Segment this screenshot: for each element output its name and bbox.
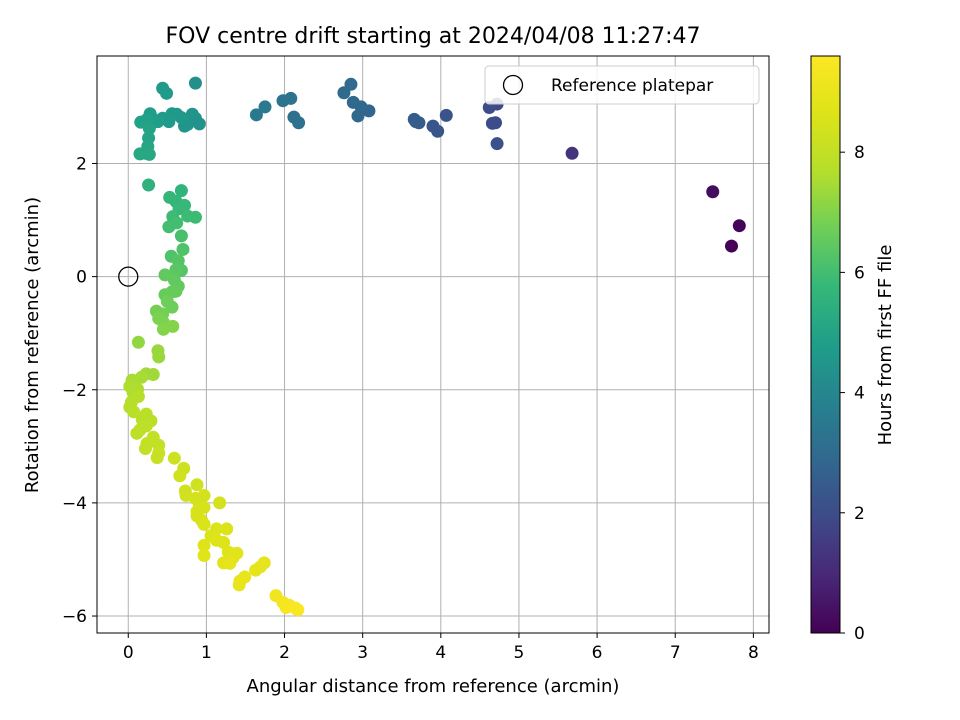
reference-platepar-point (118, 266, 139, 287)
scatter-point (249, 108, 263, 122)
x-tick-label: 5 (514, 643, 525, 663)
scatter-point (249, 563, 263, 577)
colorbar-tick-label: 8 (854, 143, 865, 163)
colorbar-ticks: 0 2 4 6 8 (840, 143, 865, 644)
scatter-point (291, 603, 305, 617)
scatter-point (287, 110, 301, 124)
scatter-point (169, 263, 183, 277)
scatter-point (276, 94, 290, 108)
scatter-point (181, 209, 195, 223)
chart-title: FOV centre drift starting at 2024/04/08 … (166, 24, 701, 49)
scatter-point (565, 146, 579, 160)
scatter-point (133, 147, 147, 161)
scatter-point (223, 556, 237, 570)
x-tick-label: 6 (592, 643, 603, 663)
y-tick-label: 0 (76, 268, 87, 288)
scatter-point (150, 451, 164, 465)
scatter-point (197, 549, 211, 563)
y-axis-ticks: −6 −4 −2 0 2 (62, 154, 97, 627)
scatter-point (439, 108, 453, 122)
scatter-point (142, 147, 156, 161)
scatter-point (173, 469, 187, 483)
scatter-point (188, 76, 202, 90)
scatter-point (160, 86, 174, 100)
scatter-point (174, 184, 188, 198)
scatter-point (412, 116, 426, 130)
scatter-point (732, 219, 746, 233)
y-axis-label: Rotation from reference (arcmin) (22, 197, 43, 493)
scatter-point (213, 496, 227, 510)
x-tick-label: 3 (357, 643, 368, 663)
scatter-point (130, 426, 144, 440)
plot-frame (96, 55, 770, 634)
scatter-point (431, 124, 445, 138)
x-tick-label: 8 (748, 643, 759, 663)
scatter-point (232, 578, 246, 592)
scatter-point (146, 367, 160, 381)
scatter-point (167, 451, 181, 465)
legend-box (484, 65, 760, 105)
scatter-point (127, 405, 141, 419)
y-tick-label: −2 (62, 381, 87, 401)
scatter-point (706, 185, 720, 199)
legend-marker-icon (502, 74, 524, 96)
scatter-point (185, 107, 199, 121)
colorbar-tick-label: 4 (854, 384, 865, 404)
scatter-point (156, 322, 170, 336)
scatter-point (162, 220, 176, 234)
legend: Reference platepar (484, 65, 760, 105)
scatter-point (724, 239, 738, 253)
scatter-point (220, 522, 234, 536)
x-tick-label: 0 (123, 643, 134, 663)
scatter-point (142, 121, 156, 135)
scatter-point (152, 350, 166, 364)
scatter-point (337, 86, 351, 100)
scatter-point (142, 178, 156, 192)
colorbar-tick-label: 6 (854, 263, 865, 283)
scatter-point (346, 95, 360, 109)
x-axis-ticks: 0 1 2 3 4 5 6 7 8 (123, 633, 759, 663)
colorbar: 0 2 4 6 8 Hours from first FF file (810, 55, 896, 644)
legend-label: Reference platepar (551, 76, 713, 96)
colorbar-gradient (810, 55, 841, 634)
scatter-point (190, 478, 204, 492)
x-tick-label: 7 (670, 643, 681, 663)
scatter-point (217, 535, 231, 549)
colorbar-tick-label: 0 (854, 624, 865, 644)
y-tick-label: 2 (76, 154, 87, 174)
scatter-point (138, 442, 152, 456)
x-tick-label: 4 (435, 643, 446, 663)
y-tick-label: −6 (62, 607, 87, 627)
scatter-point (165, 300, 179, 314)
scatter-point (490, 137, 504, 151)
colorbar-tick-label: 2 (854, 504, 865, 524)
x-tick-label: 1 (201, 643, 212, 663)
grid-lines (97, 56, 769, 633)
scatter-points (123, 76, 746, 617)
scatter-point (258, 100, 272, 114)
scatter-point (279, 601, 293, 615)
scatter-point (174, 229, 188, 243)
x-tick-label: 2 (279, 643, 290, 663)
scatter-point (176, 242, 190, 256)
scatter-point (131, 335, 145, 349)
scatter-point (351, 109, 365, 123)
scatter-point (197, 538, 211, 552)
scatter-point (197, 517, 211, 531)
scatter-point (485, 116, 499, 130)
y-tick-label: −4 (62, 494, 87, 514)
x-axis-label: Angular distance from reference (arcmin) (247, 676, 620, 697)
colorbar-label: Hours from first FF file (875, 245, 896, 446)
reference-marker (118, 266, 139, 287)
